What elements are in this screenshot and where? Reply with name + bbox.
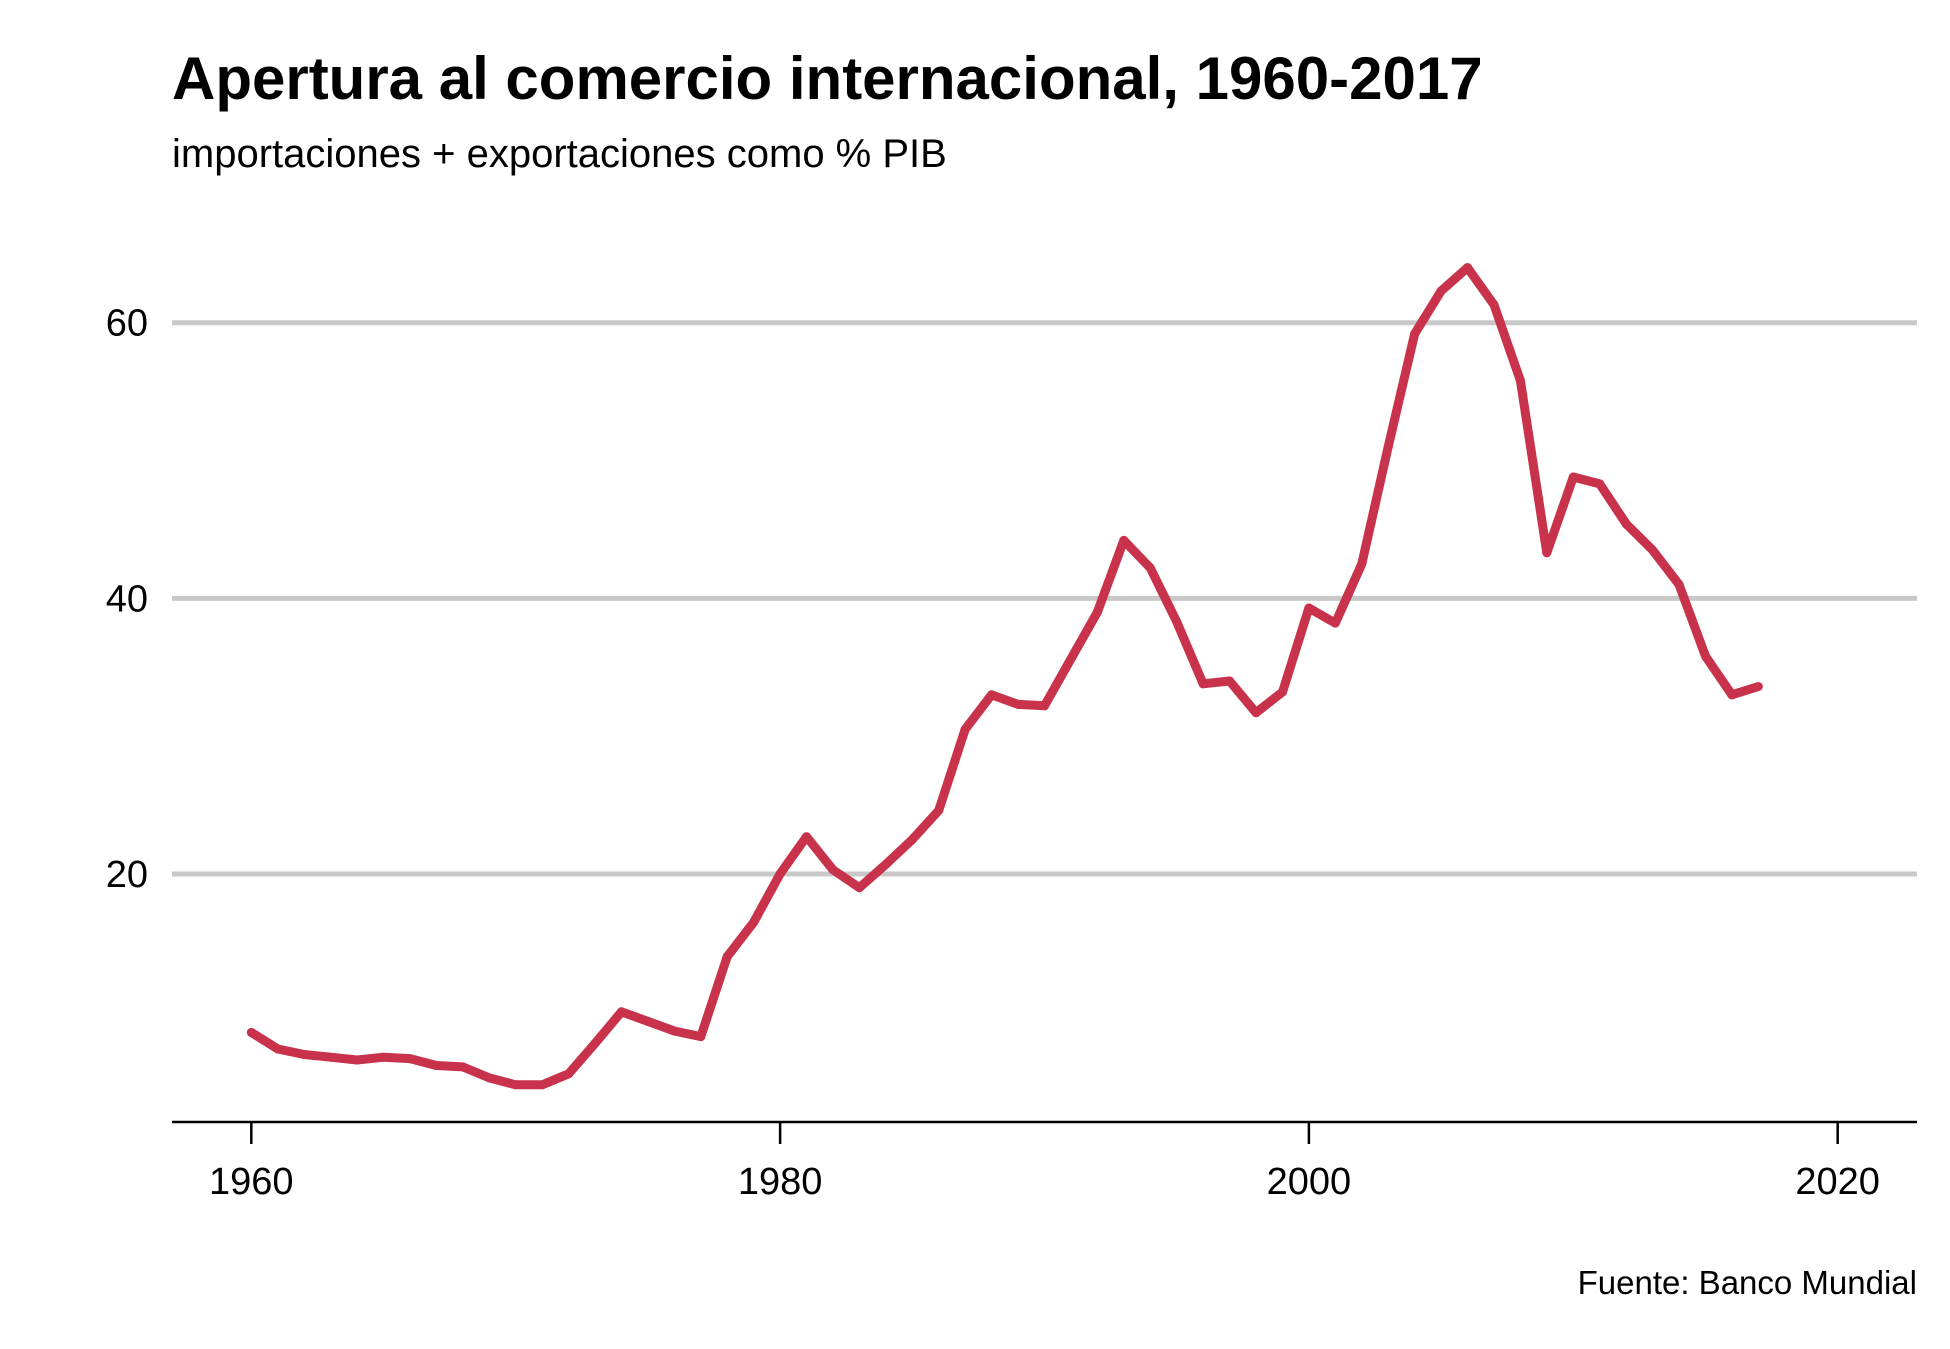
- data-point-2013: [1648, 545, 1658, 555]
- data-point-1976: [669, 1026, 679, 1036]
- data-point-1980: [775, 869, 785, 879]
- data-point-1960: [246, 1027, 256, 1037]
- data-point-1983: [854, 883, 864, 893]
- data-point-2016: [1727, 690, 1737, 700]
- data-point-1978: [722, 952, 732, 962]
- series-line-0: [248, 263, 1760, 1090]
- data-point-1994: [1145, 563, 1155, 573]
- data-point-2004: [1410, 329, 1420, 339]
- data-point-1969: [484, 1073, 494, 1083]
- data-point-2010: [1568, 472, 1578, 482]
- data-point-1989: [1013, 699, 1023, 709]
- data-point-2014: [1674, 580, 1684, 589]
- data-point-1977: [696, 1032, 706, 1042]
- data-point-1984: [881, 859, 891, 869]
- x-tick-label-1960: 1960: [209, 1161, 294, 1203]
- y-tick-label-20: 20: [106, 854, 148, 896]
- data-point-1988: [987, 690, 997, 700]
- data-point-1971: [537, 1080, 547, 1090]
- data-point-1961: [273, 1044, 283, 1054]
- data-point-2001: [1330, 618, 1340, 628]
- data-point-1975: [643, 1016, 653, 1026]
- data-point-2009: [1542, 548, 1552, 558]
- data-point-1974: [617, 1007, 626, 1017]
- source-note: Fuente: Banco Mundial: [1578, 1264, 1917, 1301]
- data-point-1985: [907, 835, 917, 844]
- data-point-2012: [1621, 519, 1631, 529]
- data-point-1966: [405, 1054, 415, 1064]
- data-point-1986: [934, 806, 944, 815]
- data-point-2005: [1436, 286, 1446, 296]
- data-point-1993: [1119, 535, 1129, 545]
- data-point-1968: [458, 1062, 468, 1072]
- y-tick-labels: 20 40 60: [106, 303, 148, 896]
- data-point-1992: [1092, 607, 1102, 617]
- data-point-2008: [1515, 376, 1525, 386]
- data-point-1987: [960, 724, 970, 734]
- x-axis: 1960 1980 2000 2020: [172, 1120, 1917, 1203]
- data-point-1982: [828, 865, 838, 875]
- data-point-1991: [1066, 654, 1076, 664]
- data-point-2006: [1463, 263, 1472, 273]
- x-tick-label-2000: 2000: [1267, 1161, 1352, 1203]
- data-point-2003: [1383, 442, 1393, 452]
- x-tick-label-2020: 2020: [1795, 1161, 1880, 1203]
- data-point-1973: [590, 1038, 600, 1048]
- y-gridlines: [172, 320, 1917, 877]
- data-point-2002: [1357, 559, 1367, 569]
- data-point-2017: [1753, 682, 1763, 691]
- data-point-1981: [802, 832, 811, 842]
- data-point-2007: [1489, 300, 1499, 310]
- y-tick-label-60: 60: [106, 303, 148, 345]
- chart-title: Apertura al comercio internacional, 1960…: [172, 45, 1483, 112]
- data-point-1979: [749, 917, 759, 927]
- data-point-1998: [1251, 708, 1261, 718]
- y-tick-label-40: 40: [106, 578, 148, 620]
- data-point-1990: [1040, 701, 1049, 711]
- data-point-1962: [299, 1050, 309, 1059]
- data-point-2015: [1701, 651, 1710, 661]
- chart-subtitle: importaciones + exportaciones como % PIB: [172, 132, 947, 176]
- data-point-1997: [1225, 676, 1235, 686]
- data-point-1972: [564, 1069, 574, 1079]
- data-point-1963: [326, 1052, 336, 1062]
- data-point-1964: [352, 1055, 362, 1065]
- data-point-1970: [511, 1080, 521, 1090]
- data-point-2000: [1304, 603, 1314, 613]
- data-point-1996: [1198, 679, 1208, 689]
- data-point-1995: [1172, 617, 1182, 627]
- data-point-1999: [1278, 687, 1287, 697]
- data-point-1965: [379, 1052, 388, 1062]
- data-point-2011: [1595, 479, 1605, 489]
- data-point-1967: [431, 1061, 441, 1070]
- series-layer: [246, 263, 1763, 1090]
- x-tick-label-1980: 1980: [738, 1161, 823, 1203]
